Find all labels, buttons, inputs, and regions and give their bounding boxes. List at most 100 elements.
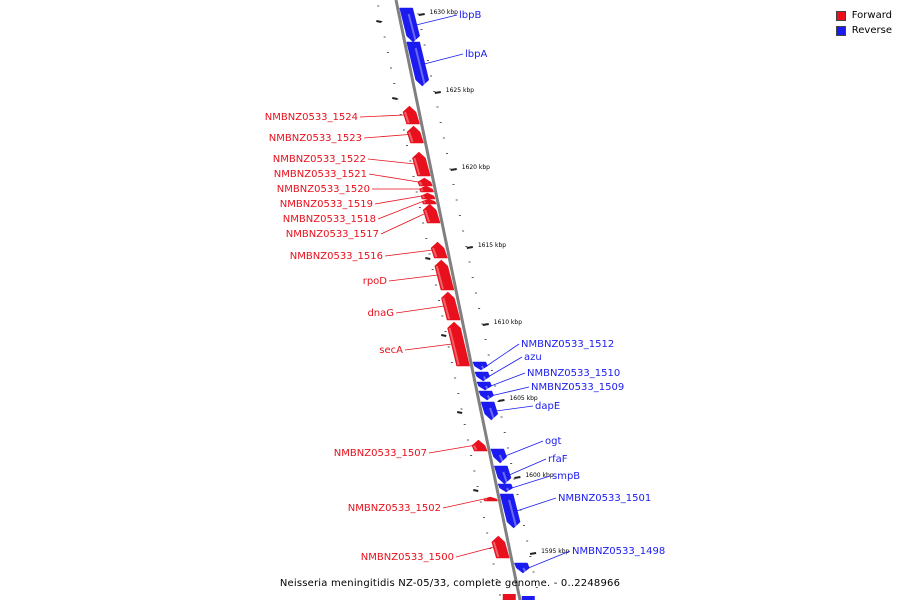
gene-leader-line xyxy=(363,134,409,139)
gene-leader-line xyxy=(377,201,423,220)
gene-highlight xyxy=(403,111,410,124)
forward-gene-arrow xyxy=(406,125,424,144)
gene-highlight xyxy=(489,407,495,420)
gene-feature: lbpA xyxy=(406,41,487,87)
forward-gene-arrow xyxy=(483,496,498,502)
scale-tick-mark-left xyxy=(392,97,398,100)
gene-feature: rpoD xyxy=(363,259,455,291)
scale-tick: 1630 kbp xyxy=(418,9,458,16)
gene-feature: lbpB xyxy=(399,7,481,43)
gene-label: NMBNZ0533_1500 xyxy=(361,552,454,563)
forward-gene-arrow xyxy=(434,259,455,291)
scale-tick-mark xyxy=(529,552,537,555)
gene-feature: NMBNZ0533_1517 xyxy=(286,203,441,240)
reverse-gene-arrow xyxy=(478,390,494,401)
scale-tick-label: 1605 kbp xyxy=(509,395,537,402)
gene-highlight xyxy=(408,131,414,143)
scale-tick-label: 1610 kbp xyxy=(494,319,522,326)
gene-leader-line xyxy=(416,14,458,26)
gene-label: NMBNZ0533_1520 xyxy=(277,184,370,195)
scale-tick-label: 1630 kbp xyxy=(430,9,458,16)
scale-tick: 1610 kbp xyxy=(482,319,522,326)
scale-tick: 1615 kbp xyxy=(466,242,506,249)
gene-leader-line xyxy=(455,546,495,558)
legend-forward: Forward xyxy=(835,8,892,23)
forward-gene-arrow xyxy=(422,203,441,224)
gene-highlight xyxy=(502,471,508,484)
gene-label: lbpA xyxy=(465,49,487,60)
gene-leader-line xyxy=(395,305,445,314)
reverse-gene-arrow xyxy=(499,493,521,529)
reverse-gene-partial xyxy=(521,596,535,600)
scale-tick-label: 1595 kbp xyxy=(541,548,569,555)
gene-highlight xyxy=(413,157,421,176)
gene-label: rfaF xyxy=(548,454,568,465)
gene-label: azu xyxy=(524,352,542,363)
gene-feature: NMBNZ0533_1509 xyxy=(478,382,624,401)
scale-tick: 1625 kbp xyxy=(434,87,474,94)
gene-feature: NMBNZ0533_1498 xyxy=(513,546,665,574)
gene-label: rpoD xyxy=(363,276,388,287)
gene-highlight xyxy=(492,541,500,558)
gene-label: NMBNZ0533_1501 xyxy=(558,493,651,504)
gene-leader-line xyxy=(428,445,474,454)
forward-gene-arrow xyxy=(471,439,488,452)
gene-leader-line xyxy=(384,249,433,257)
gene-label: NMBNZ0533_1512 xyxy=(521,339,614,350)
gene-label: NMBNZ0533_1516 xyxy=(290,251,383,262)
reverse-gene-arrow xyxy=(493,465,512,485)
gene-leader-line xyxy=(488,356,523,377)
reverse-swatch xyxy=(835,25,846,36)
forward-swatch xyxy=(835,10,846,21)
gene-label: NMBNZ0533_1524 xyxy=(265,112,358,123)
reverse-gene-arrow xyxy=(476,381,492,391)
gene-feature: azu xyxy=(474,352,542,382)
gene-feature: dnaG xyxy=(367,291,461,321)
gene-feature: NMBNZ0533_1510 xyxy=(476,368,620,391)
forward-gene-arrow xyxy=(421,198,437,205)
gene-highlight xyxy=(482,376,487,381)
gene-label: NMBNZ0533_1509 xyxy=(531,382,624,393)
scale-tick-mark-left xyxy=(456,411,463,414)
forward-gene-arrow xyxy=(447,321,470,367)
scale-tick-mark xyxy=(482,323,489,326)
reverse-gene-arrow xyxy=(490,448,507,464)
gene-feature: NMBNZ0533_1502 xyxy=(348,496,498,514)
gene-feature: NMBNZ0533_1523 xyxy=(269,125,424,144)
gene-leader-line xyxy=(442,498,485,509)
gene-label: NMBNZ0533_1521 xyxy=(274,169,367,180)
gene-highlight xyxy=(424,209,431,223)
gene-label: NMBNZ0533_1522 xyxy=(273,154,366,165)
forward-gene-arrow xyxy=(419,185,435,193)
gene-leader-line xyxy=(359,114,405,118)
reverse-gene-arrow xyxy=(399,7,420,43)
gene-label: NMBNZ0533_1498 xyxy=(572,546,665,557)
gene-feature: dapE xyxy=(480,401,560,421)
forward-gene-arrow xyxy=(417,177,433,187)
reverse-gene-arrow xyxy=(480,401,499,421)
gene-highlight xyxy=(418,181,423,186)
gene-leader-line xyxy=(528,550,571,569)
legend-forward-label: Forward xyxy=(851,10,892,21)
gene-leader-line xyxy=(490,372,526,387)
gene-highlight xyxy=(435,265,444,290)
gene-label: dnaG xyxy=(367,308,394,319)
gene-highlight xyxy=(498,454,504,463)
reverse-gene-arrow xyxy=(472,361,488,371)
gene-feature: NMBNZ0533_1524 xyxy=(265,105,420,125)
gene-highlight xyxy=(422,195,425,199)
gene-leader-line xyxy=(404,343,453,351)
gene-label: NMBNZ0533_1510 xyxy=(527,368,620,379)
gene-label: NMBNZ0533_1519 xyxy=(280,199,373,210)
gene-feature: NMBNZ0533_1507 xyxy=(334,439,488,459)
gene-highlight xyxy=(442,297,451,320)
gene-highlight xyxy=(522,567,527,573)
scale-tick-label: 1615 kbp xyxy=(478,242,506,249)
gene-highlight xyxy=(480,365,485,370)
scale-tick-mark xyxy=(434,91,441,94)
gene-label: lbpB xyxy=(459,10,481,21)
gene-label: ogt xyxy=(545,436,561,447)
gene-highlight xyxy=(407,13,417,42)
gene-feature: rfaF xyxy=(493,454,568,485)
